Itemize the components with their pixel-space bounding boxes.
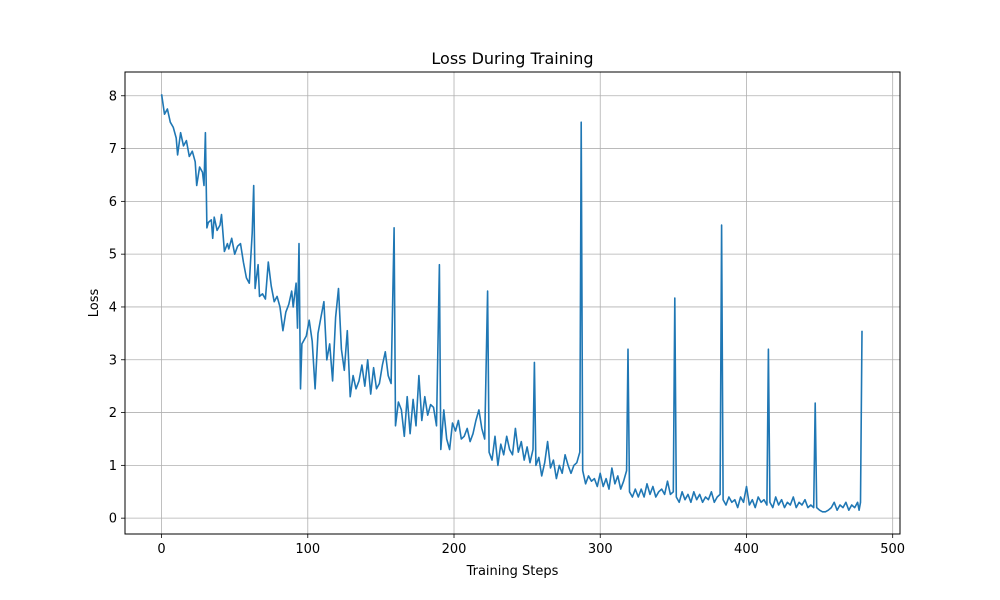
y-tick-label: 2 — [109, 406, 117, 421]
x-tick-label: 300 — [588, 542, 613, 557]
grid — [125, 72, 900, 534]
plot-frame — [124, 71, 901, 535]
x-tick-label: 0 — [157, 542, 165, 557]
x-tick-label: 200 — [442, 542, 467, 557]
y-tick-label: 5 — [109, 248, 117, 263]
x-tick-label: 400 — [734, 542, 759, 557]
x-tick-label: 100 — [295, 542, 320, 557]
y-tick-label: 7 — [109, 142, 117, 157]
y-tick-label: 4 — [109, 300, 117, 315]
y-tick-label: 6 — [109, 195, 117, 210]
y-tick-label: 3 — [109, 353, 117, 368]
y-tick-label: 1 — [109, 459, 117, 474]
chart-title: Loss During Training — [431, 49, 593, 68]
y-axis-label: Loss — [87, 289, 102, 318]
axis-ticks: 0 100 200 300 400 500 0 1 2 3 4 5 6 7 8 — [109, 89, 905, 557]
x-axis-label: Training Steps — [466, 564, 559, 579]
y-tick-label: 8 — [109, 89, 117, 104]
x-tick-label: 500 — [880, 542, 905, 557]
y-tick-label: 0 — [109, 512, 117, 527]
loss-series-line — [160, 94, 863, 513]
